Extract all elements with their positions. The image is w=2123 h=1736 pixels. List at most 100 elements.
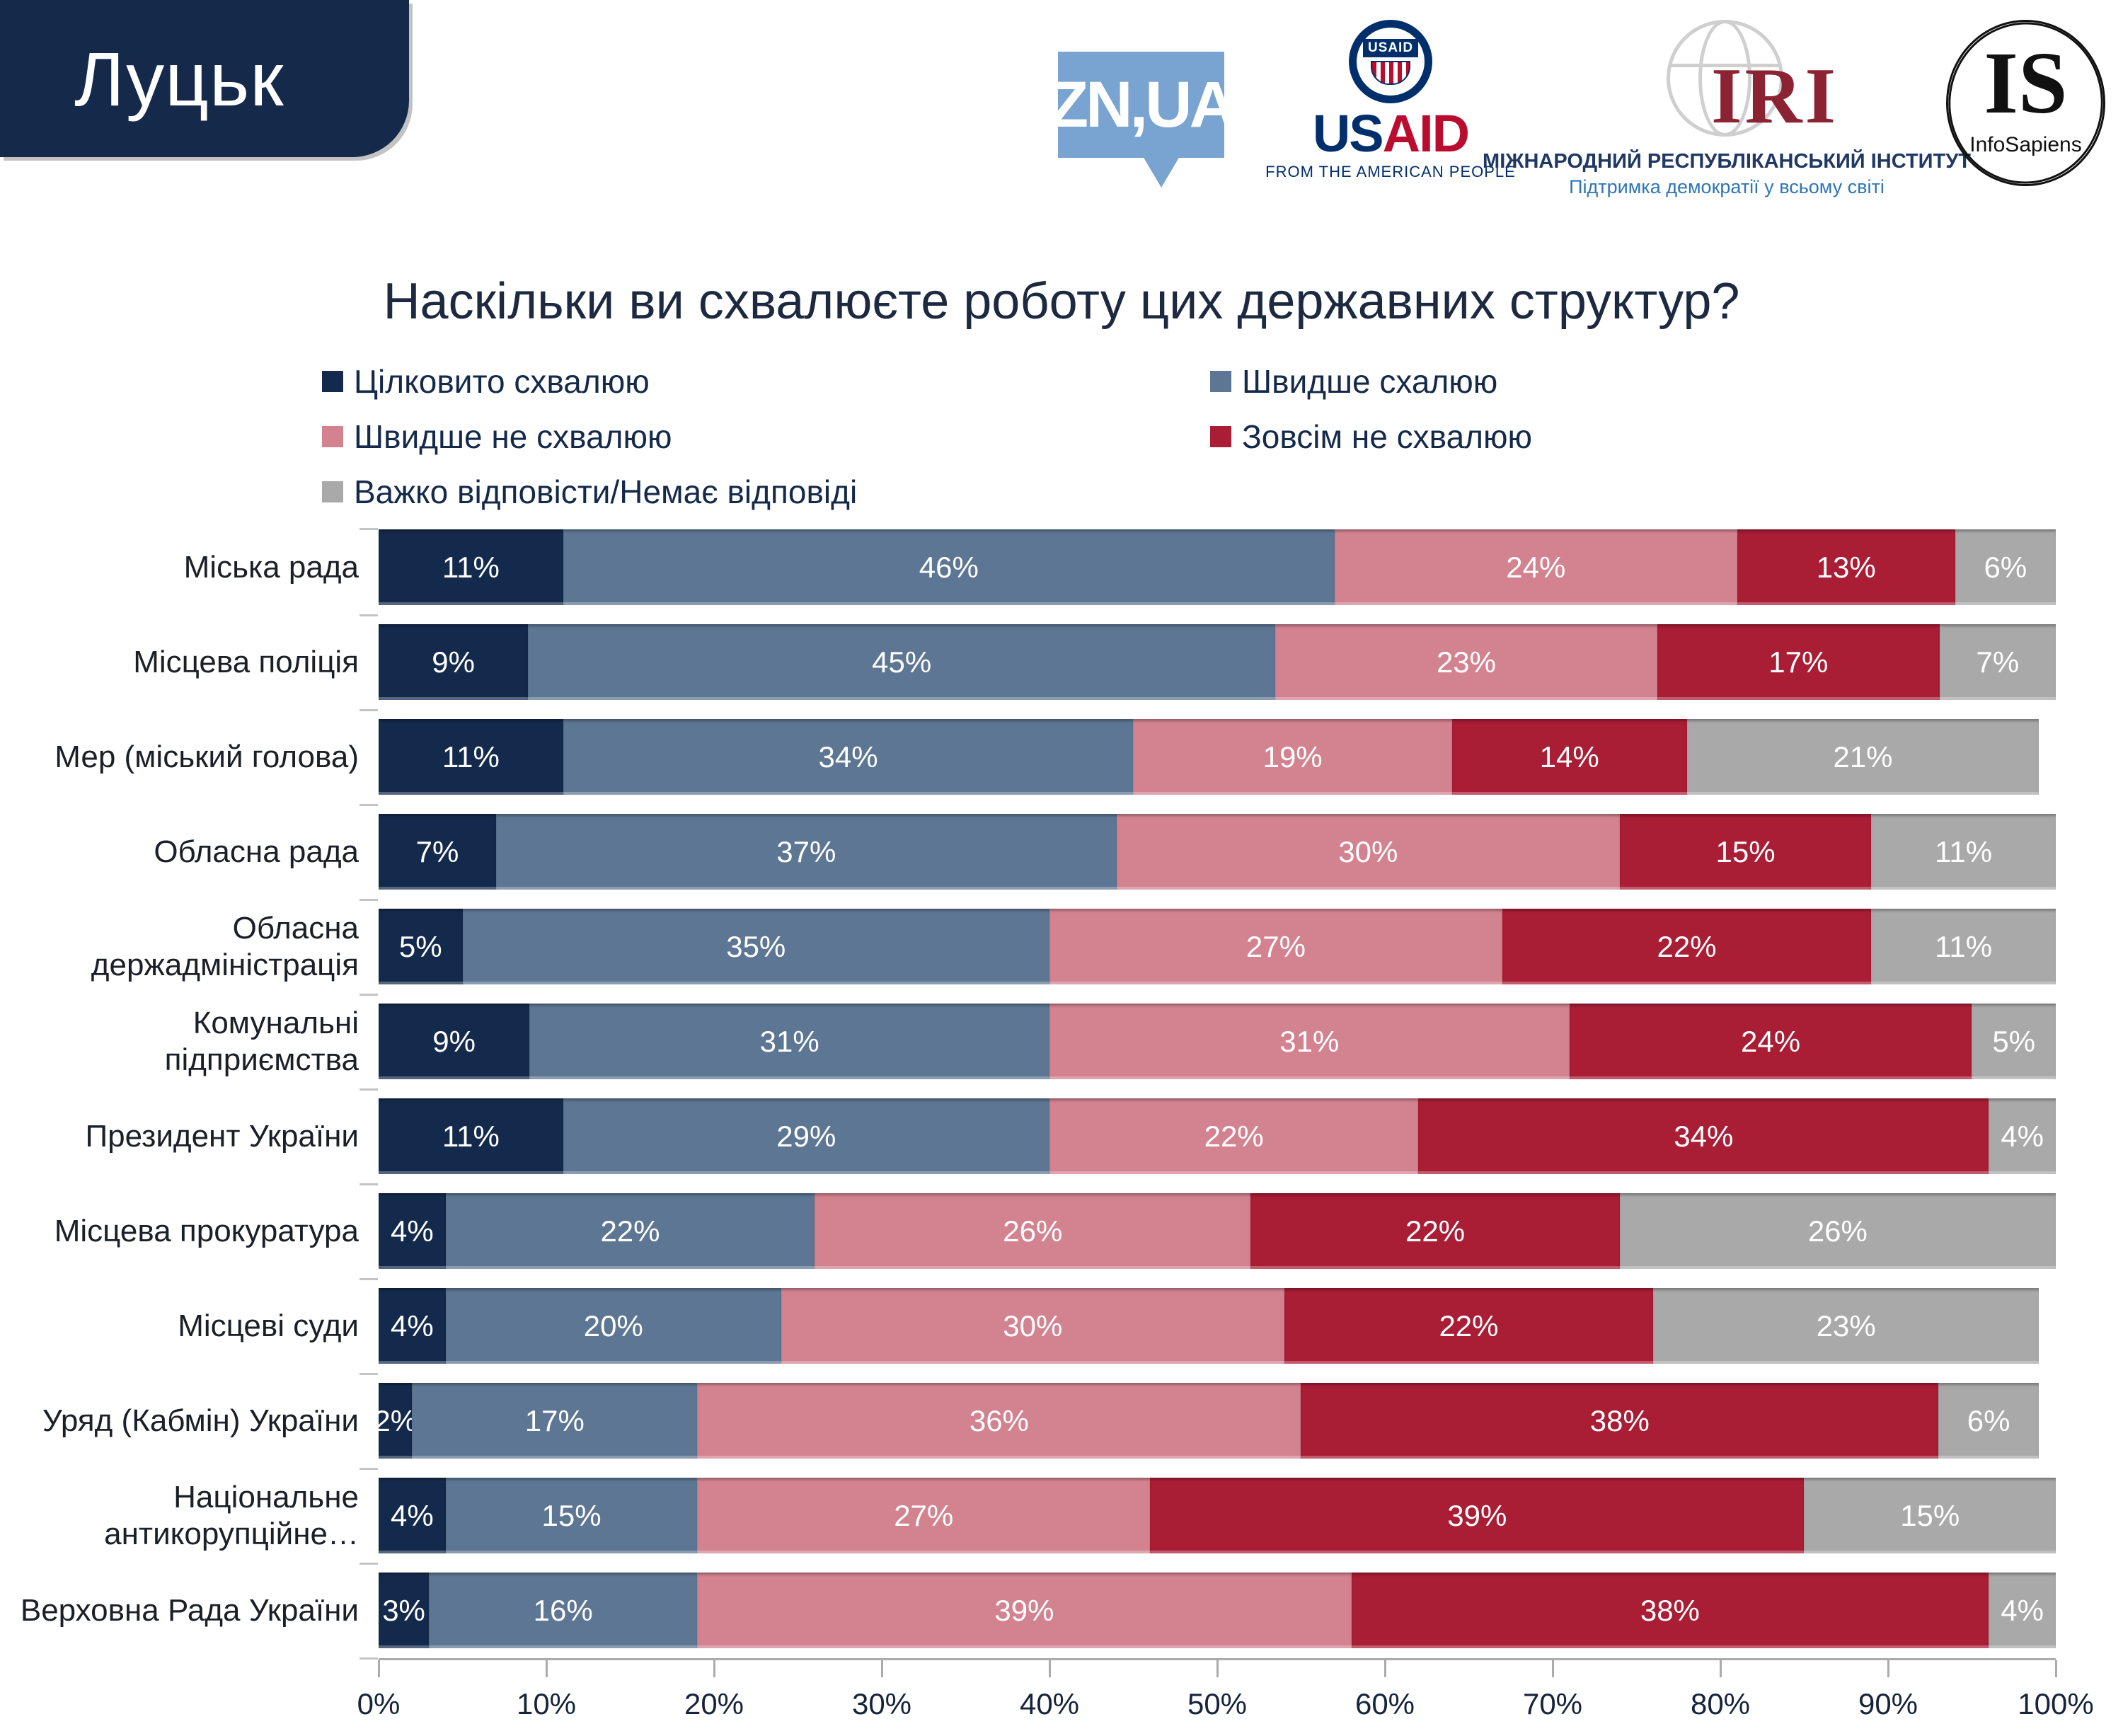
bar-segment: 22% bbox=[445, 1193, 815, 1269]
bar-segment: 30% bbox=[1116, 814, 1620, 890]
x-axis-tick bbox=[1384, 1660, 1386, 1677]
znua-bubble-tail-icon bbox=[1143, 156, 1180, 188]
bar-segment: 23% bbox=[1275, 624, 1657, 700]
segment-value-label: 46% bbox=[919, 550, 979, 584]
usaid-subtitle: FROM THE AMERICAN PEOPLE bbox=[1265, 163, 1516, 180]
usaid-seal-text: USAID bbox=[1362, 38, 1419, 57]
legend-label: Цілковито схвалюю bbox=[354, 363, 650, 400]
legend-item: Цілковито схвалюю bbox=[322, 362, 1210, 401]
chart-row: Обласна рада 7% 37% 30% 15% 11% bbox=[0, 814, 2123, 901]
category-label: Місцева поліція bbox=[133, 644, 359, 679]
segment-value-label: 24% bbox=[1506, 550, 1566, 584]
segment-value-label: 27% bbox=[894, 1498, 954, 1532]
legend-label: Зовсім не схвалюю bbox=[1242, 418, 1533, 455]
segment-value-label: 22% bbox=[1204, 1119, 1264, 1153]
bar-stack: 9% 45% 23% 17% 7% bbox=[379, 624, 2056, 700]
segment-value-label: 45% bbox=[872, 645, 932, 679]
legend-item: Важко відповісти/Немає відповіді bbox=[322, 473, 1210, 511]
iri-logo: IRI МІЖНАРОДНИЙ РЕСПУБЛІКАНСЬКИЙ ІНСТИТУ… bbox=[1483, 20, 1971, 198]
bar-segment: 39% bbox=[1150, 1478, 1805, 1553]
bar-segment: 5% bbox=[379, 909, 463, 984]
category-label: Обласна рада bbox=[154, 834, 359, 869]
category-label: Національне антикорупційне… bbox=[104, 1479, 359, 1551]
region-label: Луцьк bbox=[74, 35, 284, 122]
segment-value-label: 4% bbox=[2001, 1119, 2044, 1153]
usaid-word-us: US bbox=[1312, 104, 1384, 163]
chart-row: Обласна держадміністрація 5% 35% 27% 22% 11% bbox=[0, 909, 2123, 996]
bar-segment: 15% bbox=[1804, 1478, 2056, 1553]
bar-segment: 16% bbox=[429, 1573, 698, 1648]
chart-row: Комунальні підприємства 9% 31% 31% 24% 5% bbox=[0, 1004, 2123, 1091]
plot-rows: Міська рада 11% 46% 24% 13% 6% Місцева поліція… bbox=[0, 528, 2123, 1660]
chart-row: Уряд (Кабмін) України 2% 17% 36% 38% 6% bbox=[0, 1383, 2123, 1470]
bar-segment: 11% bbox=[379, 1098, 563, 1174]
segment-value-label: 31% bbox=[1279, 1024, 1340, 1058]
category-label: Верховна Рада України bbox=[20, 1592, 359, 1628]
category-label: Президент України bbox=[85, 1118, 359, 1154]
legend-item: Швидше не схвалюю bbox=[322, 418, 1210, 456]
x-axis: 0% 10% 20% 30% 40% 50% 60% 70% 80% 90% 100% bbox=[357, 1658, 2094, 1736]
bar-segment: 38% bbox=[1301, 1383, 1939, 1459]
segment-value-label: 7% bbox=[415, 834, 459, 868]
segment-value-label: 15% bbox=[1900, 1498, 1960, 1532]
segment-value-label: 26% bbox=[1807, 1214, 1868, 1248]
x-axis-tick bbox=[378, 1660, 380, 1677]
x-axis-tick-label: 80% bbox=[1690, 1687, 1751, 1720]
iri-abbr: IRI bbox=[1711, 52, 1839, 140]
bar-stack: 11% 34% 19% 14% 21% bbox=[379, 719, 2056, 795]
legend: Цілковито схвалюю Швидше схалюю Швидше не … bbox=[322, 362, 1808, 511]
iri-globe-icon: IRI bbox=[1656, 20, 1836, 140]
segment-value-label: 2% bbox=[374, 1403, 418, 1437]
infosapiens-circle-icon bbox=[1946, 20, 2105, 186]
legend-swatch-icon bbox=[322, 481, 343, 502]
bar-segment: 11% bbox=[1871, 814, 2056, 890]
bar-segment: 31% bbox=[1049, 1004, 1570, 1079]
iri-subtitle: Підтримка демократії у всьому світі bbox=[1569, 176, 1885, 197]
bar-segment: 19% bbox=[1133, 719, 1452, 795]
bar-segment: 6% bbox=[1955, 529, 2056, 605]
x-axis-tick bbox=[1887, 1660, 1889, 1677]
iri-title: МІЖНАРОДНИЙ РЕСПУБЛІКАНСЬКИЙ ІНСТИТУТ bbox=[1483, 150, 1971, 173]
bar-segment: 26% bbox=[1619, 1193, 2056, 1269]
usaid-logo: USAID USAID FROM THE AMERICAN PEOPLE bbox=[1265, 20, 1515, 181]
bar-segment: 21% bbox=[1686, 719, 2039, 795]
bar-segment: 4% bbox=[1989, 1573, 2056, 1648]
usaid-shield-icon bbox=[1371, 60, 1410, 85]
infosapiens-logo: IS InfoSapiens bbox=[1941, 16, 2110, 190]
bar-segment: 26% bbox=[815, 1193, 1251, 1269]
chart-row: Верховна Рада України 3% 16% 39% 38% 4% bbox=[0, 1573, 2123, 1660]
legend-swatch-icon bbox=[322, 371, 343, 392]
bar-stack: 9% 31% 31% 24% 5% bbox=[379, 1004, 2056, 1079]
segment-value-label: 19% bbox=[1262, 740, 1323, 774]
segment-value-label: 4% bbox=[391, 1498, 434, 1532]
segment-value-label: 17% bbox=[1768, 645, 1829, 679]
bar-stack: 4% 20% 30% 22% 23% bbox=[379, 1288, 2056, 1364]
segment-value-label: 11% bbox=[442, 550, 500, 584]
segment-value-label: 22% bbox=[600, 1214, 660, 1248]
segment-value-label: 27% bbox=[1245, 929, 1306, 963]
bar-segment: 13% bbox=[1737, 529, 1955, 605]
usaid-seal-icon: USAID bbox=[1349, 20, 1432, 103]
x-axis-tick-label: 60% bbox=[1354, 1687, 1415, 1720]
region-badge: Луцьк bbox=[0, 0, 409, 157]
chart-row: Місцеві суди 4% 20% 30% 22% 23% bbox=[0, 1288, 2123, 1375]
bar-stack: 11% 46% 24% 13% 6% bbox=[379, 529, 2056, 605]
segment-value-label: 3% bbox=[382, 1593, 425, 1627]
x-axis-tick-label: 30% bbox=[851, 1687, 912, 1720]
bar-segment: 17% bbox=[412, 1383, 698, 1459]
usaid-wordmark: USAID bbox=[1313, 108, 1470, 160]
segment-value-label: 29% bbox=[776, 1119, 836, 1153]
bar-segment: 27% bbox=[1049, 909, 1502, 984]
bar-segment: 11% bbox=[379, 719, 563, 795]
bar-segment: 5% bbox=[1972, 1004, 2056, 1079]
segment-value-label: 13% bbox=[1816, 550, 1876, 584]
segment-value-label: 22% bbox=[1657, 929, 1717, 963]
bar-segment: 24% bbox=[1334, 529, 1737, 605]
category-label: Місцеві суди bbox=[178, 1308, 359, 1343]
segment-value-label: 22% bbox=[1439, 1309, 1499, 1343]
bar-segment: 37% bbox=[495, 814, 1117, 890]
category-label: Місцева прокуратура bbox=[54, 1213, 359, 1248]
segment-value-label: 22% bbox=[1405, 1214, 1466, 1248]
bar-segment: 31% bbox=[529, 1004, 1049, 1079]
bar-segment: 3% bbox=[379, 1573, 430, 1648]
